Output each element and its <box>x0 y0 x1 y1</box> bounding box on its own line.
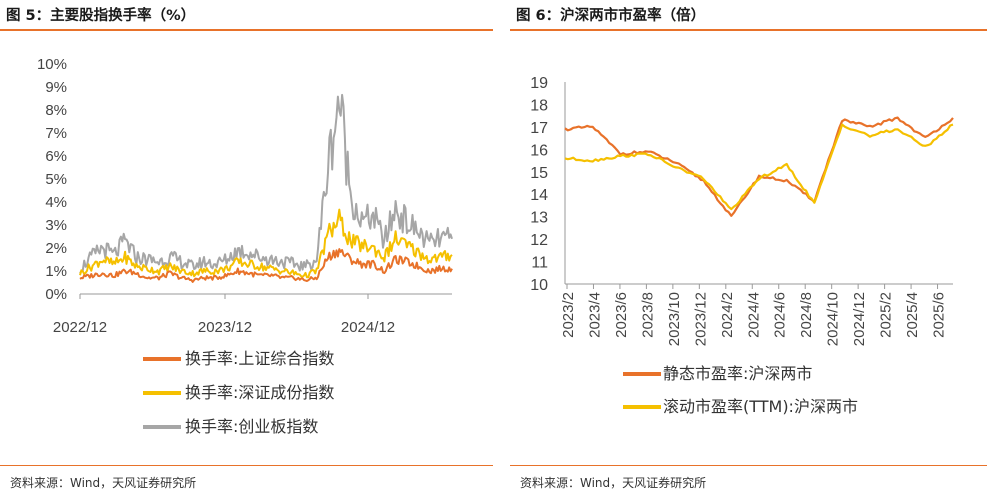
x-tick-label: 2023/12 <box>198 319 252 336</box>
x-tick-label: 2024/8 <box>798 292 815 338</box>
y-tick-label: 5% <box>45 171 67 188</box>
series-line <box>79 248 453 283</box>
y-tick-label: 14 <box>530 187 548 204</box>
pe-ratio-chart: 10 11 12 13 14 15 16 17 18 19 2023/2 2023/4 2023/6 20… <box>530 75 954 416</box>
x-tick-label: 2023/8 <box>639 292 656 338</box>
x-tick-label: 2024/12 <box>851 292 868 346</box>
y-tick-label: 4% <box>45 194 67 211</box>
y-tick-label: 13 <box>530 210 548 227</box>
x-tick-label: 2023/12 <box>692 292 709 346</box>
x-tick-label: 2024/6 <box>772 292 789 338</box>
series-line <box>564 116 954 217</box>
y-tick-label: 17 <box>530 120 548 137</box>
y-tick-label: 11 <box>531 255 548 272</box>
y-tick-label: 2% <box>45 240 67 257</box>
x-tick-label: 2025/2 <box>878 292 895 338</box>
y-tick-label: 3% <box>45 217 67 234</box>
right-source-note: 资料来源：Wind，天风证券研究所 <box>520 476 707 490</box>
turnover-chart: 0% 1% 2% 3% 4% 5% 6% 7% 8% 9% 10% 2022/12 2023/12 202… <box>37 56 453 436</box>
left-figure-panel: 图 5：主要股指换手率（%） 0% 1% 2% 3% 4% 5% 6% 7% 8% 9% 10% 20… <box>0 0 493 497</box>
y-tick-label: 0% <box>45 286 67 303</box>
right-source-rule <box>510 465 987 466</box>
x-tick-label: 2023/10 <box>666 292 683 346</box>
left-figure-title: 图 5：主要股指换手率（%） <box>6 8 196 24</box>
series-line <box>564 123 954 211</box>
left-source-note: 资料来源：Wind，天风证券研究所 <box>10 476 197 490</box>
x-tick-label: 2024/12 <box>341 319 395 336</box>
right-figure-title: 图 6：沪深两市市盈率（倍） <box>516 8 706 24</box>
x-tick-label: 2023/6 <box>613 292 630 338</box>
x-tick-label: 2024/2 <box>719 292 736 338</box>
x-tick-label: 2024/4 <box>745 292 762 338</box>
legend-label: 静态市盈率:沪深两市 <box>663 364 812 383</box>
legend-label: 滚动市盈率(TTM):沪深两市 <box>663 397 858 416</box>
legend-label: 换手率:深证成份指数 <box>185 383 334 402</box>
y-tick-label: 9% <box>45 79 67 96</box>
legend-label: 换手率:创业板指数 <box>185 417 318 436</box>
right-title-rule <box>510 29 987 31</box>
y-tick-label: 10% <box>37 56 67 73</box>
y-tick-label: 18 <box>530 97 548 114</box>
y-tick-label: 12 <box>530 232 548 249</box>
y-tick-label: 19 <box>530 75 548 92</box>
x-tick-label: 2025/6 <box>931 292 948 338</box>
right-figure-panel: 图 6：沪深两市市盈率（倍） 10 11 12 13 14 15 16 17 18 19 2023/… <box>510 0 987 497</box>
x-tick-label: 2023/4 <box>586 292 603 338</box>
y-tick-label: 15 <box>530 165 548 182</box>
legend-label: 换手率:上证综合指数 <box>185 349 334 368</box>
x-tick-label: 2025/4 <box>904 292 921 338</box>
left-title-rule <box>0 29 493 31</box>
series-line <box>79 208 453 279</box>
x-tick-label: 2022/12 <box>53 319 107 336</box>
y-tick-label: 8% <box>45 102 67 119</box>
y-tick-label: 10 <box>530 277 548 294</box>
left-source-rule <box>0 465 493 466</box>
y-tick-label: 7% <box>45 125 67 142</box>
x-tick-label: 2024/10 <box>825 292 842 346</box>
y-tick-label: 16 <box>530 142 548 159</box>
y-tick-label: 6% <box>45 148 67 165</box>
x-tick-label: 2023/2 <box>560 292 577 338</box>
series-line <box>79 93 453 274</box>
y-tick-label: 1% <box>45 263 67 280</box>
